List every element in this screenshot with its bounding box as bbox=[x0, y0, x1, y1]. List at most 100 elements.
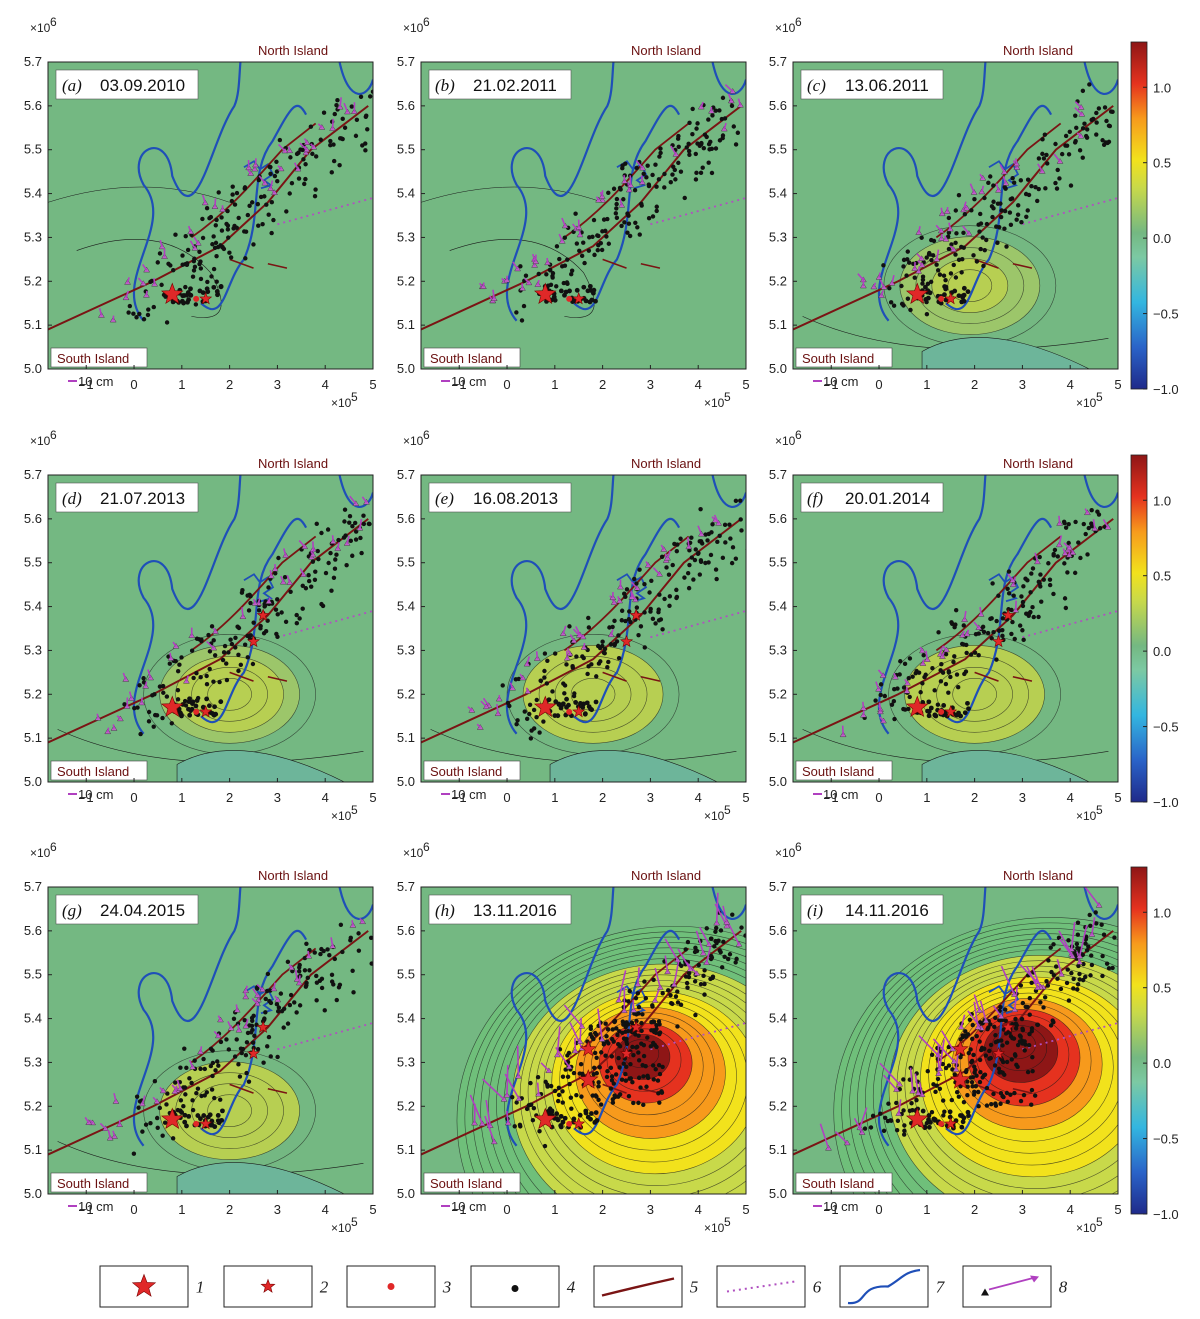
aftershock-dot bbox=[994, 657, 999, 662]
aftershock-dot bbox=[685, 985, 690, 990]
y-tick-label: 5.4 bbox=[769, 1011, 787, 1026]
x-tick-label: 1 bbox=[178, 377, 185, 392]
aftershock-dot bbox=[719, 965, 725, 970]
aftershock-dot bbox=[514, 310, 519, 315]
aftershock-dot bbox=[987, 1056, 992, 1061]
aftershock-dot bbox=[878, 692, 883, 698]
aftershock-dot bbox=[1028, 590, 1033, 595]
aftershock-dot bbox=[1041, 156, 1047, 161]
aftershock-dot bbox=[961, 1115, 967, 1121]
y-tick-label: 5.4 bbox=[769, 186, 787, 201]
legend-number: 4 bbox=[567, 1278, 576, 1297]
aftershock-dot bbox=[1030, 605, 1035, 610]
aftershock-dot bbox=[186, 1113, 192, 1119]
aftershock-dot bbox=[959, 270, 964, 275]
gps-vector bbox=[482, 1078, 505, 1101]
aftershock-dot bbox=[527, 711, 532, 717]
aftershock-dot bbox=[550, 689, 555, 694]
aftershock-dot bbox=[610, 1100, 616, 1105]
aftershock-dot bbox=[1020, 1000, 1026, 1006]
gps-vector bbox=[635, 160, 644, 169]
aftershock-dot bbox=[658, 150, 663, 156]
aftershock-dot bbox=[303, 586, 309, 591]
x-tick-label: 2 bbox=[599, 790, 606, 805]
x-exponent: 5 bbox=[1096, 803, 1103, 817]
aftershock-dot bbox=[965, 1079, 970, 1084]
gps-vector bbox=[1058, 515, 1061, 524]
epicentre-small-star bbox=[572, 1116, 586, 1130]
aftershock-dot bbox=[1062, 561, 1067, 566]
aftershock-dot bbox=[200, 216, 205, 222]
aftershock-dot bbox=[528, 1080, 533, 1086]
y-tick-label: 5.6 bbox=[769, 98, 787, 113]
aftershock-dot bbox=[596, 1080, 601, 1085]
gps-vector bbox=[142, 263, 148, 271]
aftershock-dot bbox=[598, 240, 604, 246]
aftershock-dot bbox=[1036, 579, 1041, 585]
aftershock-dot bbox=[140, 1129, 145, 1134]
gps-vector bbox=[579, 1017, 583, 1042]
aftershock-dot bbox=[562, 1115, 568, 1121]
gps-vector bbox=[941, 1030, 954, 1050]
x-tick-label: 2 bbox=[226, 377, 233, 392]
aftershock-dot bbox=[889, 1118, 894, 1123]
x-tick-label: 3 bbox=[274, 790, 281, 805]
aftershock-dot bbox=[1077, 977, 1082, 982]
panel-date: 21.02.2011 bbox=[473, 76, 557, 95]
aftershock-dot bbox=[928, 705, 934, 711]
aftershock-dot bbox=[529, 728, 534, 733]
aftershock-dot bbox=[729, 103, 735, 108]
aftershock-dot bbox=[211, 266, 217, 272]
aftershock-dot bbox=[608, 1086, 614, 1091]
aftershock-dot bbox=[192, 264, 198, 270]
aftershock-dot bbox=[524, 716, 530, 722]
aftershock-dot bbox=[146, 719, 152, 724]
gps-vector bbox=[566, 648, 571, 655]
gps-vector bbox=[188, 1059, 194, 1068]
colorbar-tick-label: 0.5 bbox=[1153, 569, 1171, 584]
aftershock-dot bbox=[518, 264, 523, 269]
aftershock-dot bbox=[361, 521, 367, 527]
aftershock-dot bbox=[263, 1010, 268, 1015]
dotted-boundary bbox=[650, 1022, 746, 1051]
aftershock-dot bbox=[318, 137, 323, 142]
aftershock-dot bbox=[202, 1066, 208, 1072]
aftershock-dot bbox=[603, 1021, 608, 1026]
legend-number: 8 bbox=[1059, 1278, 1068, 1297]
aftershock-dot bbox=[1089, 521, 1094, 526]
aftershock-dot bbox=[1008, 222, 1014, 227]
panel-title-box bbox=[55, 482, 199, 513]
aftershock-dot bbox=[143, 1122, 149, 1127]
aftershock-dot bbox=[1020, 1041, 1025, 1046]
aftershock-dot bbox=[649, 1019, 654, 1025]
aftershock-dot bbox=[554, 1111, 560, 1117]
aftershock-dot bbox=[328, 138, 333, 144]
y-exponent-label: ×10 bbox=[775, 846, 796, 860]
colorbar: 1.00.50.0−0.5−1.0 bbox=[1130, 866, 1179, 1222]
aftershock-dot bbox=[1045, 983, 1051, 988]
aftershock-dot bbox=[303, 176, 308, 182]
aftershock-dot bbox=[960, 256, 965, 262]
aftershock-dot bbox=[383, 128, 387, 132]
aftershock-dot bbox=[738, 517, 743, 522]
y-tick-label: 5.0 bbox=[769, 774, 787, 789]
aftershock-dot bbox=[180, 253, 185, 258]
aftershock-dot bbox=[642, 581, 647, 587]
aftershock-dot bbox=[1041, 577, 1046, 582]
aftershock-dot bbox=[943, 681, 949, 687]
aftershock-dot bbox=[1036, 186, 1041, 192]
aftershock-dot bbox=[892, 716, 897, 722]
aftershock-dot bbox=[611, 1039, 616, 1044]
aftershock-dot bbox=[182, 1085, 188, 1090]
aftershock-dot bbox=[923, 297, 929, 302]
aftershock-dot bbox=[748, 508, 752, 512]
aftershock-dot bbox=[256, 177, 262, 183]
aftershock-dot bbox=[636, 1050, 641, 1055]
aftershock-dot bbox=[1036, 614, 1041, 620]
aftershock-dot bbox=[1088, 973, 1093, 978]
aftershock-dot bbox=[676, 133, 681, 139]
aftershock-dot bbox=[961, 642, 966, 647]
aftershock-dot bbox=[574, 287, 580, 293]
